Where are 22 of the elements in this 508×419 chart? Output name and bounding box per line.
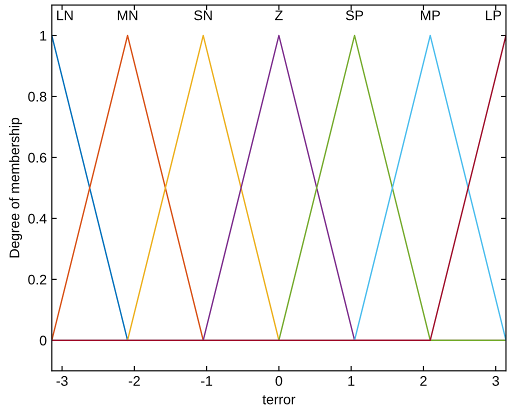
x-tick-label: -2 <box>128 376 140 386</box>
series-label: MN <box>118 10 138 20</box>
x-tick-label: 0 <box>276 376 282 386</box>
x-tick-label: -3 <box>56 376 68 386</box>
y-tick-label: 1 <box>40 30 46 41</box>
y-tick-label: 0.8 <box>28 92 46 102</box>
series-label: LN <box>57 10 73 20</box>
series-label: LP <box>486 10 502 20</box>
series-label: SN <box>194 10 212 20</box>
x-tick-label: -1 <box>201 376 212 386</box>
y-tick-label: 0.2 <box>28 274 46 285</box>
y-axis-title: Degree of membership <box>9 118 22 258</box>
series-label: SP <box>346 10 364 20</box>
x-axis-title: terror <box>262 395 296 404</box>
y-tick-label: 0.6 <box>28 152 46 163</box>
series-label: Z <box>275 10 283 20</box>
series-label: MP <box>420 10 440 20</box>
y-tick-label: 0 <box>40 336 46 346</box>
y-tick-label: 0.4 <box>28 214 47 224</box>
x-tick-label: 1 <box>348 376 354 386</box>
x-tick-label: 3 <box>492 376 499 386</box>
x-tick-label: 2 <box>420 376 427 386</box>
